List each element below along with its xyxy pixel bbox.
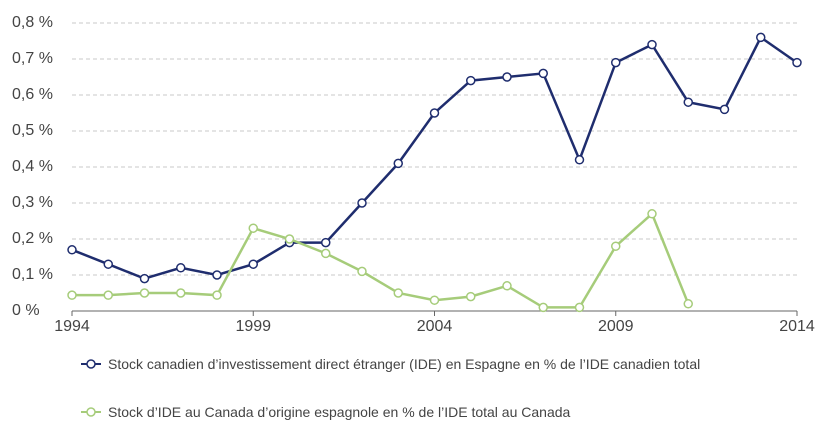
x-tick-label: 1994 xyxy=(54,318,90,335)
y-tick-label: 0,3 % xyxy=(12,194,53,211)
data-point xyxy=(792,57,802,68)
data-point xyxy=(393,288,403,298)
legend-marker xyxy=(86,407,96,417)
y-tick-label: 0,4 % xyxy=(12,158,53,175)
legend-item: Stock d’IDE au Canada d’origine espagnol… xyxy=(80,403,780,421)
data-point xyxy=(139,273,150,284)
data-point xyxy=(538,302,548,313)
data-point xyxy=(683,299,693,309)
legend-item: Stock canadien d’investissement direct é… xyxy=(80,355,780,373)
chart: 0 % 0,1 % 0,2 % 0,3 % 0,4 % 0,5 % 0,6 % 0,7 % 0,… xyxy=(12,14,815,335)
legend-label: Stock d’IDE au Canada d’origine espagnol… xyxy=(108,404,571,420)
y-tick-label: 0,2 % xyxy=(12,230,53,247)
data-point xyxy=(647,209,657,219)
data-point xyxy=(103,259,113,269)
data-point xyxy=(429,295,440,305)
data-point xyxy=(139,288,150,298)
x-tick-label: 2004 xyxy=(417,318,453,335)
series-line xyxy=(72,211,690,309)
y-tick-label: 0,1 % xyxy=(12,266,53,283)
data-point xyxy=(248,223,258,233)
data-point xyxy=(466,291,476,302)
legend-marker xyxy=(86,359,96,369)
y-tick-label: 0,6 % xyxy=(12,86,53,103)
data-point xyxy=(284,234,295,244)
series-line xyxy=(71,35,798,280)
data-point xyxy=(212,270,222,280)
legend-label: Stock canadien d’investissement direct é… xyxy=(108,356,701,372)
y-tick-label: 0,5 % xyxy=(12,122,53,139)
data-point xyxy=(357,198,367,208)
data-point xyxy=(393,158,403,169)
data-point xyxy=(611,57,621,68)
data-point xyxy=(429,108,440,118)
data-point xyxy=(67,245,77,255)
y-tick-label: 0,8 % xyxy=(12,14,53,31)
data-point xyxy=(574,302,585,313)
data-point xyxy=(502,72,512,82)
data-point xyxy=(321,237,331,248)
data-point xyxy=(719,104,730,115)
data-point xyxy=(321,248,331,259)
legend-icon xyxy=(81,359,101,369)
y-tick-label: 0,7 % xyxy=(12,50,53,67)
x-tick-label: 2014 xyxy=(779,318,815,335)
x-tick-label: 2009 xyxy=(598,318,634,335)
data-point xyxy=(357,266,367,277)
data-point xyxy=(502,281,512,291)
data-point xyxy=(212,290,222,300)
data-point xyxy=(647,39,657,50)
data-point xyxy=(176,263,186,273)
data-point xyxy=(103,290,113,300)
legend-icon xyxy=(81,407,101,417)
y-tick-label: 0 % xyxy=(12,302,40,319)
data-point xyxy=(538,68,548,79)
data-point xyxy=(574,155,585,165)
data-point xyxy=(67,290,77,300)
x-tick-label: 1999 xyxy=(235,318,271,335)
data-point xyxy=(466,75,476,86)
data-point xyxy=(176,288,186,298)
data-point xyxy=(611,241,621,251)
data-point xyxy=(248,259,258,269)
data-point xyxy=(683,97,693,107)
data-point xyxy=(756,32,766,43)
